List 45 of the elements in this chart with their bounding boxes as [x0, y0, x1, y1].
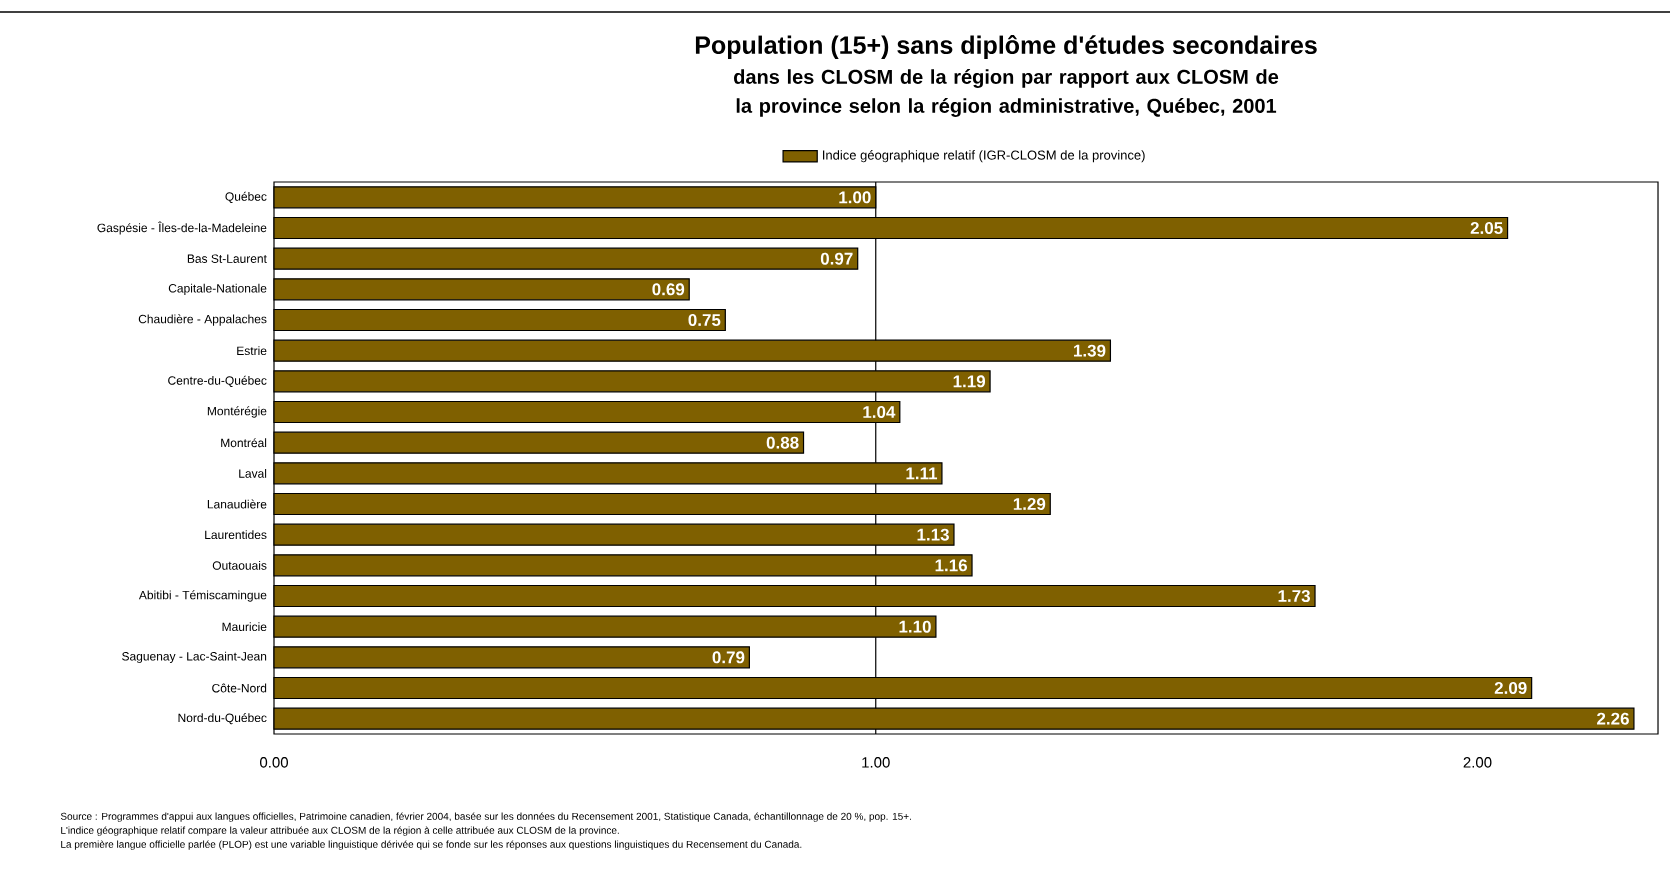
data-label: 1.16 — [935, 559, 968, 572]
y-tick-label: Lanaudière — [207, 499, 267, 509]
y-tick-label: Mauricie — [222, 622, 267, 632]
legend-label: Indice géographique relatif (IGR-CLOSM de la province) — [823, 149, 1145, 163]
y-tick-label: Saguenay - Lac-Saint-Jean — [122, 651, 267, 663]
data-label: 1.73 — [1278, 589, 1311, 603]
data-label: 1.04 — [863, 406, 896, 419]
text: L'indice géographique relatif compare la valeur attribuée aux CLOSM de la région à celle attribuée aux CLOSM de la province. — [61, 826, 619, 836]
data-label: 1.11 — [906, 467, 938, 480]
data-label: 2.09 — [1494, 682, 1527, 695]
y-tick-label: Bas St-Laurent — [187, 254, 267, 263]
source-note: Source : Programmes d'appui aux langues officielles, Patrimoine canadien, février 2004, basée sur les données du Recensement 2001, Statistique Canada, échantillonnage de 20 %, pop. 15+. — [60, 812, 911, 822]
data-label: 1.13 — [917, 528, 949, 541]
chart-title: Population (15+) sans diplôme d'études secondaires — [695, 35, 1317, 59]
data-label: 0.88 — [766, 436, 799, 449]
data-label: 2.05 — [1470, 222, 1503, 235]
y-tick-label: Centre-du-Québec — [168, 375, 267, 387]
data-label: 2.26 — [1597, 712, 1629, 725]
text: La première langue officielle parlée (PLOP) est une variable linguistique dérivée qui se fonde sur les réponses aux questions linguistiques du Recensement du Canada. — [61, 840, 802, 850]
data-label: 0.97 — [820, 252, 853, 265]
data-label: 1.19 — [953, 375, 986, 388]
y-tick-label: Gaspésie - Îles-de-la-Madeleine — [97, 221, 267, 235]
y-tick-label: Outaouais — [212, 560, 267, 570]
y-tick-label: Montérégie — [207, 406, 267, 418]
x-tick-label: 2.00 — [1463, 757, 1492, 768]
data-label: 1.39 — [1074, 344, 1106, 357]
data-label: 0.75 — [688, 314, 721, 327]
y-tick-label: Capitale-Nationale — [168, 283, 267, 295]
chart-subtitle: dans les CLOSM de la région par rapport aux CLOSM de la province selon la région administrative, Québec, 2001 — [734, 69, 1279, 117]
x-tick-label: 0.00 — [260, 757, 288, 768]
y-tick-label: Estrie — [237, 346, 267, 356]
y-tick-label: Québec — [225, 191, 267, 203]
y-tick-label: Chaudière - Appalaches — [138, 314, 267, 326]
data-label: 1.10 — [899, 620, 931, 633]
data-label: 0.69 — [652, 283, 685, 296]
y-tick-label: Montréal — [221, 438, 267, 448]
y-tick-label: Nord-du-Québec — [178, 713, 267, 725]
data-label: 1.00 — [839, 191, 871, 204]
y-tick-label: Abitibi - Témiscamingue — [138, 590, 267, 602]
y-tick-label: Laval — [239, 468, 267, 478]
data-label: 1.29 — [1013, 498, 1046, 511]
data-label: 0.79 — [712, 651, 745, 664]
y-tick-label: Côte-Nord — [212, 683, 267, 693]
y-tick-label: Laurentides — [205, 530, 267, 540]
x-tick-label: 1.00 — [862, 757, 890, 768]
